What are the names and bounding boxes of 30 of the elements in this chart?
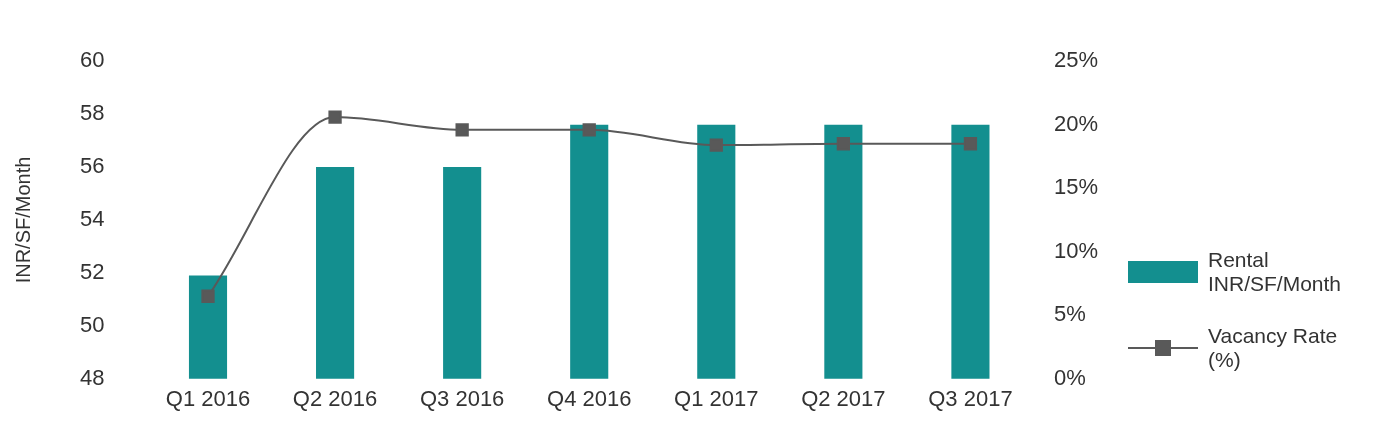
y-tick-label: 56 <box>79 153 105 179</box>
point <box>582 123 596 137</box>
y2-tick-label: 25% <box>1053 47 1099 73</box>
x-tick-label: Q3 2017 <box>928 386 1013 412</box>
x-tick-label: Q4 2016 <box>547 386 632 412</box>
point <box>709 138 723 152</box>
y-axis-title: INR/SF/Month <box>11 156 34 284</box>
y-tick-label: 52 <box>79 259 105 284</box>
x-tick-label: Q1 2016 <box>165 386 251 412</box>
point <box>201 289 215 303</box>
y2-tick-label: 10% <box>1053 237 1099 263</box>
y-tick-label: 58 <box>79 100 105 126</box>
point <box>328 110 342 124</box>
x-tick-label: Q1 2017 <box>674 386 759 412</box>
y-tick-label: 60 <box>79 47 105 73</box>
y2-tick-label: 15% <box>1053 174 1099 200</box>
legend-label: Rental INR/SF/Month <box>1208 248 1343 296</box>
y2-tick-label: 20% <box>1053 110 1099 136</box>
x-tick-label: Q2 2016 <box>292 386 378 412</box>
y-tick-label: 50 <box>79 311 105 337</box>
y-tick-label: 48 <box>79 364 105 390</box>
y2-tick-label: 5% <box>1053 301 1086 327</box>
point <box>455 123 469 137</box>
y-tick-label: 54 <box>79 206 105 232</box>
legend-label: Vacancy Rate (%) <box>1208 324 1339 372</box>
x-tick-label: Q3 2016 <box>419 386 505 412</box>
point <box>836 137 851 151</box>
y2-tick-label: 0% <box>1053 364 1086 390</box>
x-tick-label: Q2 2017 <box>801 386 886 412</box>
point <box>963 137 978 151</box>
